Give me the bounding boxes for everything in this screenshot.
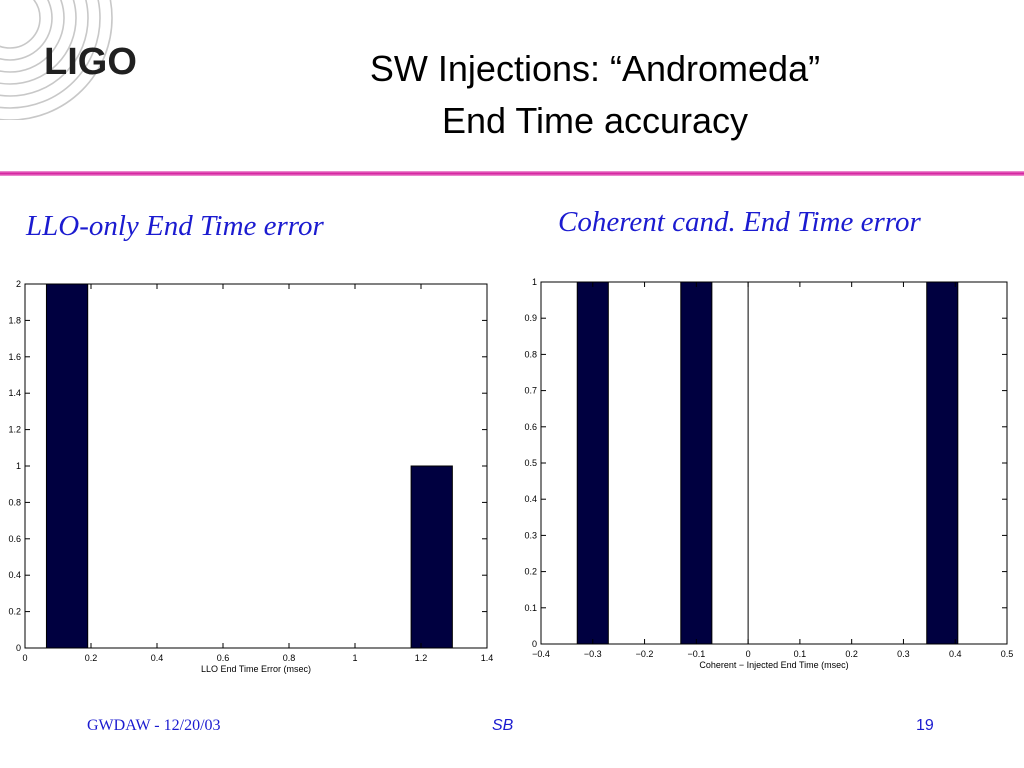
y-tick-label: 0.4 xyxy=(8,570,21,580)
logo-text: LIGO xyxy=(44,41,137,83)
y-tick-label: 1.6 xyxy=(8,352,21,362)
footer-page-number: 19 xyxy=(916,717,934,734)
x-tick-label: 0.2 xyxy=(85,653,98,663)
y-tick-label: 0.7 xyxy=(524,386,537,396)
x-tick-label: 0.6 xyxy=(217,653,230,663)
histogram-bar xyxy=(410,465,453,649)
y-tick-label: 0.4 xyxy=(524,494,537,504)
left-chart-subtitle: LLO-only End Time error xyxy=(26,210,324,242)
y-tick-label: 0.2 xyxy=(8,607,21,617)
y-tick-label: 0.9 xyxy=(524,313,537,323)
ligo-logo: LIGO xyxy=(0,0,137,120)
footer-conference: GWDAW - 12/20/03 xyxy=(87,717,221,734)
x-tick-label: 1.2 xyxy=(415,653,428,663)
histogram-bar xyxy=(45,283,89,649)
footer-author: SB xyxy=(492,717,514,734)
x-tick-label: 1 xyxy=(352,653,357,663)
histogram-bar xyxy=(680,281,713,645)
histogram-bar xyxy=(576,281,609,645)
y-tick-label: 0 xyxy=(16,643,21,653)
y-tick-label: 0.1 xyxy=(524,603,537,613)
x-tick-label: 0.1 xyxy=(794,649,807,659)
y-tick-label: 0.6 xyxy=(524,422,537,432)
y-tick-label: 0 xyxy=(532,639,537,649)
y-tick-label: 1.8 xyxy=(8,315,21,325)
histogram-bar xyxy=(926,281,959,645)
x-tick-label: 0 xyxy=(746,649,751,659)
y-tick-label: 1.4 xyxy=(8,388,21,398)
y-tick-label: 0.3 xyxy=(524,530,537,540)
x-tick-label: −0.3 xyxy=(584,649,602,659)
slide-title-line-1: SW Injections: “Andromeda” xyxy=(369,48,821,89)
y-tick-label: 1 xyxy=(532,277,537,287)
x-tick-label: 0.3 xyxy=(897,649,910,659)
y-tick-label: 0.2 xyxy=(524,567,537,577)
y-tick-label: 0.8 xyxy=(524,349,537,359)
x-tick-label: 0.4 xyxy=(151,653,164,663)
plot-area xyxy=(25,284,487,648)
y-tick-label: 0.8 xyxy=(8,497,21,507)
title-divider xyxy=(0,171,1024,176)
x-tick-label: 0.5 xyxy=(1001,649,1014,659)
x-tick-label: 0 xyxy=(22,653,27,663)
x-axis-label: LLO End Time Error (msec) xyxy=(201,664,311,674)
y-tick-label: 0.6 xyxy=(8,534,21,544)
y-tick-label: 0.5 xyxy=(524,458,537,468)
x-tick-label: 0.4 xyxy=(949,649,962,659)
x-tick-label: −0.1 xyxy=(687,649,705,659)
y-tick-label: 1.2 xyxy=(8,425,21,435)
x-tick-label: 0.2 xyxy=(845,649,858,659)
x-axis-label: Coherent − Injected End Time (msec) xyxy=(699,660,848,670)
y-tick-label: 1 xyxy=(16,461,21,471)
slide-title-line-2: End Time accuracy xyxy=(441,100,749,141)
x-tick-label: −0.2 xyxy=(636,649,654,659)
y-tick-label: 2 xyxy=(16,279,21,289)
x-tick-label: −0.4 xyxy=(532,649,550,659)
right-chart-subtitle: Coherent cand. End Time error xyxy=(558,206,921,238)
x-tick-label: 1.4 xyxy=(481,653,494,663)
x-tick-label: 0.8 xyxy=(283,653,296,663)
